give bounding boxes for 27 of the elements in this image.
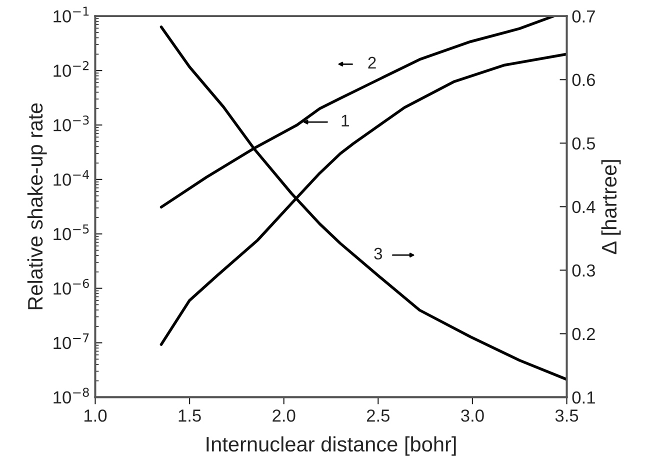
y2-tick-label: 0.3 [572, 264, 595, 277]
y-tick-label: 10$^{−4}$ [54, 170, 90, 186]
x-tick-label: 3.5 [555, 409, 578, 422]
y-tick-label: 10$^{−1}$ [54, 6, 89, 22]
y-tick-label: 10$^{−5}$ [54, 224, 89, 240]
y2-tick-label: 0.2 [572, 328, 595, 340]
y-axis-title: Relative shake-up rate [27, 103, 47, 310]
legend-label: 2 [368, 56, 376, 68]
x-tick-label: 2.0 [272, 409, 296, 422]
y-tick-label: 10$^{−8}$ [54, 388, 89, 404]
y-tick-label: 10$^{−7}$ [54, 333, 89, 350]
y2-tick-label: 0.4 [572, 200, 596, 214]
y2-tick-label: 0.5 [572, 137, 596, 150]
y-tick-label: 10$^{−2}$ [54, 61, 89, 77]
legend-label: 1 [342, 114, 349, 126]
x-tick-label: 2.5 [366, 409, 390, 422]
y-tick-label: 10$^{−3}$ [54, 115, 89, 132]
y2-tick-label: 0.1 [572, 391, 595, 404]
x-axis-title: Internuclear distance [bohr] [206, 436, 456, 456]
y2-tick-label: 0.6 [572, 74, 595, 86]
series-label: 3 [374, 248, 382, 260]
y2-axis-title: Δ [hartree] [601, 160, 621, 254]
x-tick-label: 1.0 [84, 409, 107, 422]
y-tick-label: 10$^{−6}$ [54, 278, 89, 295]
y2-tick-label: 0.7 [572, 10, 595, 23]
x-tick-label: 3.0 [461, 409, 484, 422]
x-tick-label: 1.5 [178, 410, 201, 422]
